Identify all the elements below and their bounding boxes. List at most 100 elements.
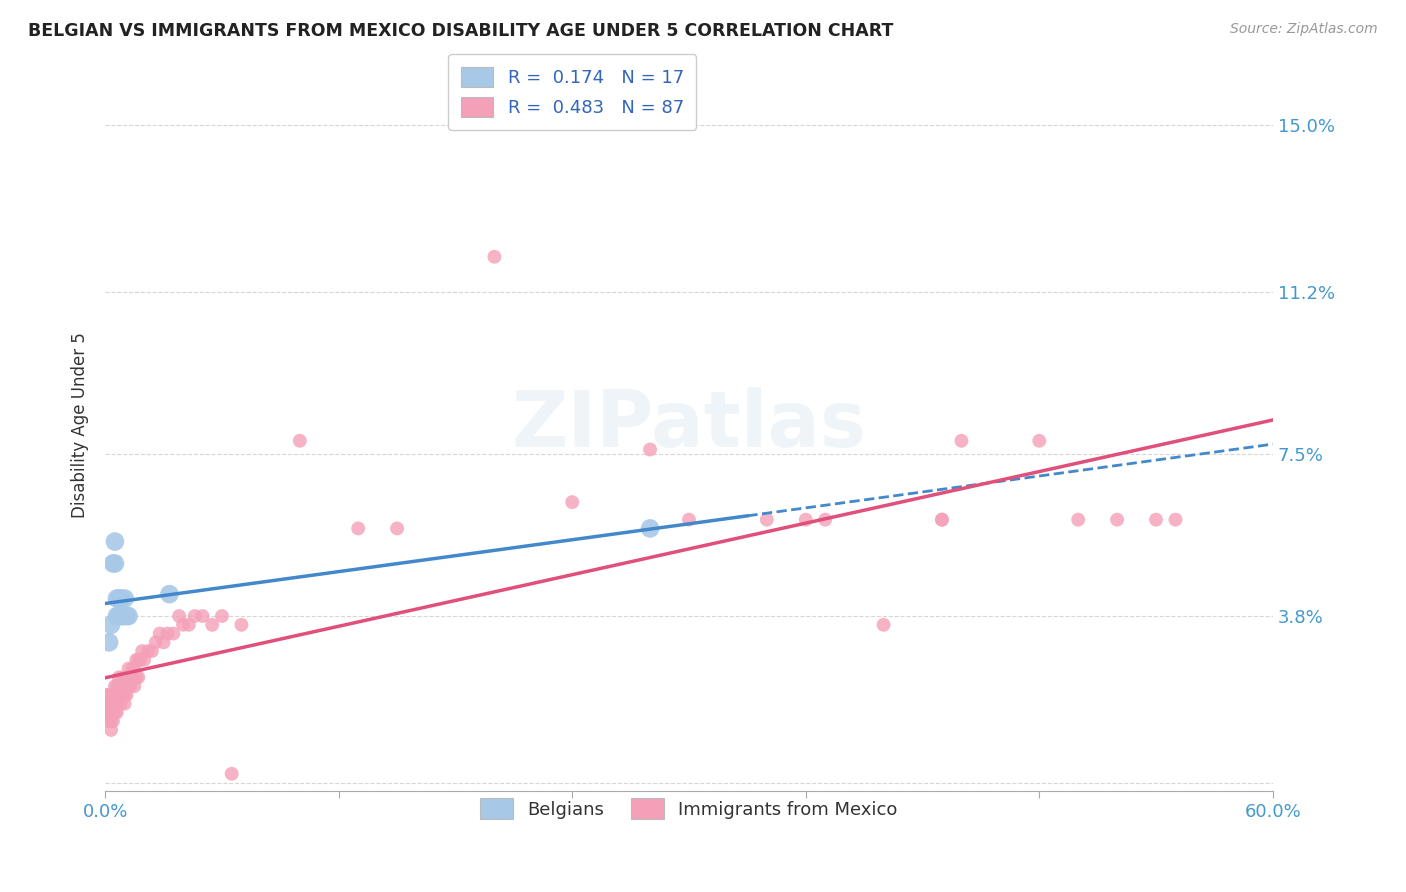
Point [145,635,167,649]
Point [127,653,149,667]
Point [152,635,174,649]
Text: ZIPatlas: ZIPatlas [512,387,866,464]
Point [115,609,138,624]
Point [931,513,953,527]
Point [110,591,132,606]
Point [131,644,153,658]
Point [141,644,163,658]
Point [110,679,132,693]
Point [678,513,700,527]
Point [484,250,506,264]
Point [1067,513,1090,527]
Legend: Belgians, Immigrants from Mexico: Belgians, Immigrants from Mexico [474,791,905,826]
Point [101,688,124,702]
Point [98,697,121,711]
Point [221,766,243,780]
Text: Source: ZipAtlas.com: Source: ZipAtlas.com [1230,22,1378,37]
Text: BELGIAN VS IMMIGRANTS FROM MEXICO DISABILITY AGE UNDER 5 CORRELATION CHART: BELGIAN VS IMMIGRANTS FROM MEXICO DISABI… [28,22,893,40]
Point [98,706,121,720]
Point [105,688,128,702]
Point [1164,513,1187,527]
Point [794,513,817,527]
Point [638,521,661,535]
Point [950,434,973,448]
Point [159,587,181,601]
Point [108,670,131,684]
Point [108,609,131,624]
Point [177,617,200,632]
Point [110,697,132,711]
Point [1028,434,1050,448]
Point [96,697,118,711]
Point [172,617,194,632]
Point [755,513,778,527]
Point [561,495,583,509]
Point [100,714,122,729]
Point [117,662,139,676]
Point [111,609,134,624]
Point [100,697,122,711]
Point [104,679,127,693]
Point [104,557,127,571]
Point [104,697,127,711]
Point [1144,513,1167,527]
Point [167,609,190,624]
Point [100,688,122,702]
Point [120,679,142,693]
Point [183,609,205,624]
Point [191,609,214,624]
Point [111,670,134,684]
Point [117,609,139,624]
Point [96,706,118,720]
Point [108,679,131,693]
Point [104,688,127,702]
Point [1107,513,1129,527]
Point [638,442,661,457]
Point [211,609,233,624]
Point [125,653,148,667]
Point [105,591,128,606]
Point [127,670,149,684]
Point [96,688,118,702]
Point [114,688,136,702]
Point [98,688,121,702]
Point [120,670,142,684]
Point [108,688,131,702]
Point [101,706,124,720]
Point [108,591,131,606]
Point [105,679,128,693]
Point [162,626,184,640]
Point [124,662,146,676]
Point [872,617,894,632]
Point [98,635,121,649]
Point [101,697,124,711]
Point [111,688,134,702]
Point [201,617,224,632]
Point [115,688,138,702]
Point [156,626,179,640]
Point [100,723,122,737]
Point [104,534,127,549]
Point [100,617,122,632]
Point [98,714,121,729]
Point [115,679,138,693]
Point [124,679,146,693]
Point [121,662,143,676]
Point [231,617,253,632]
Point [105,697,128,711]
Point [111,609,134,624]
Point [114,591,136,606]
Point [115,670,138,684]
Point [104,706,127,720]
Point [114,697,136,711]
Point [105,706,128,720]
Point [931,513,953,527]
Point [149,626,172,640]
Y-axis label: Disability Age Under 5: Disability Age Under 5 [72,333,89,518]
Point [288,434,311,448]
Point [101,714,124,729]
Point [134,653,156,667]
Point [136,644,159,658]
Point [814,513,837,527]
Point [117,679,139,693]
